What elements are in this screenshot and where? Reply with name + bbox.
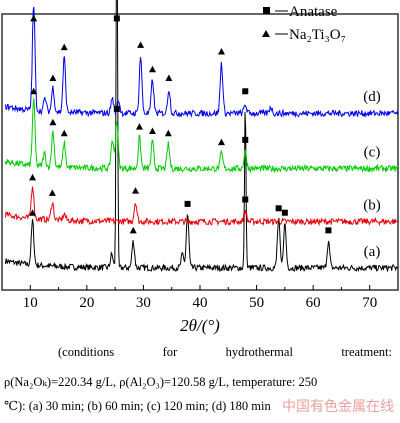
legend-triangle-icon <box>262 30 270 37</box>
x-tick-label: 10 <box>23 295 38 311</box>
series-label-0: (a) <box>364 244 381 260</box>
x-tick-label: 30 <box>136 295 151 311</box>
series-label-1: (b) <box>363 197 381 213</box>
anatase-marker <box>242 136 249 143</box>
na2ti3o7-marker <box>30 87 38 95</box>
x-tick-label: 50 <box>249 295 264 311</box>
na2ti3o7-marker <box>148 127 156 135</box>
na2ti3o7-marker <box>135 123 143 130</box>
anatase-marker <box>242 88 249 95</box>
anatase-marker <box>113 105 120 112</box>
na2ti3o7-marker <box>164 129 172 137</box>
na2ti3o7-marker <box>49 74 57 82</box>
x-tick-label: 40 <box>193 295 208 311</box>
na2ti3o7-marker <box>49 118 57 126</box>
x-tick-label: 20 <box>79 295 94 311</box>
na2ti3o7-marker <box>48 189 56 196</box>
x-tick-label: 70 <box>362 295 377 311</box>
plot-frame <box>1 13 399 291</box>
x-axis-label: 2θ/(°) <box>180 316 220 335</box>
anatase-marker <box>184 200 191 207</box>
series-layer <box>4 0 399 273</box>
series-line-3 <box>4 6 399 119</box>
anatase-marker <box>281 209 288 216</box>
na2ti3o7-marker <box>60 129 68 137</box>
na2ti3o7-marker <box>137 41 145 48</box>
x-tick-label: 60 <box>306 295 321 311</box>
watermark: 中国有色金属在线 <box>282 399 394 415</box>
legend-square-icon <box>263 7 270 14</box>
na2ti3o7-marker <box>30 14 38 22</box>
anatase-marker <box>325 227 332 234</box>
na2ti3o7-marker <box>29 209 37 216</box>
series-label-2: (c) <box>364 144 381 160</box>
series-line-0 <box>4 0 399 273</box>
series-label-3: (d) <box>363 89 381 105</box>
x-axis: 10 20 30 40 50 60 70 2θ/(°) <box>1 285 399 335</box>
legend-label-na2ti3o7: Na₂Ti₃O₇ <box>289 27 346 43</box>
series-label-layer: (a) (b) (c) (d) <box>363 89 381 260</box>
caption-line-1: (conditions for hydrothermal treatment: <box>58 345 392 359</box>
caption-line-3: ℃): (a) 30 min; (b) 60 min; (c) 120 min;… <box>4 399 271 413</box>
na2ti3o7-marker <box>29 173 37 181</box>
na2ti3o7-marker <box>129 226 137 234</box>
anatase-marker <box>242 196 249 203</box>
anatase-marker <box>275 205 282 212</box>
series-line-2 <box>4 98 399 174</box>
na2ti3o7-marker <box>132 187 140 194</box>
marker-layer <box>29 14 332 234</box>
caption-line-2: ρ(Na₂Oₖ)=220.34 g/L, ρ(Al₂O₃)=120.58 g/L… <box>4 375 318 389</box>
na2ti3o7-marker <box>60 43 68 51</box>
legend: Anatase Na₂Ti₃O₇ <box>262 4 346 43</box>
anatase-marker <box>113 15 120 22</box>
series-line-1 <box>4 186 399 227</box>
na2ti3o7-marker <box>217 48 225 55</box>
na2ti3o7-marker <box>217 138 225 146</box>
legend-label-anatase: Anatase <box>289 4 338 20</box>
plot-border <box>1 13 399 291</box>
na2ti3o7-marker <box>148 65 156 73</box>
na2ti3o7-marker <box>165 74 173 82</box>
xrd-chart: (a) (b) (c) (d) 10 20 30 40 50 60 70 2θ/(°) Anatas… <box>1 0 399 335</box>
